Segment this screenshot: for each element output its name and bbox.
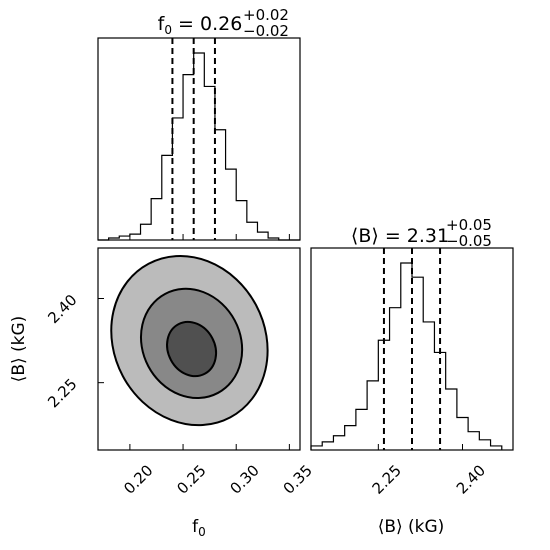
f0-histogram-panel: f0 = 0.26 +0.02 −0.02 — [97, 6, 301, 241]
x-tick-label: 2.40 — [453, 461, 489, 497]
contour-levels — [110, 255, 269, 427]
f0-histogram-frame — [97, 37, 301, 241]
b-histogram-bars — [310, 262, 503, 450]
f0-title-lower-error: −0.02 — [243, 22, 289, 40]
x-tick-label: 0.20 — [120, 461, 156, 497]
y-tick-label: 2.40 — [44, 291, 80, 327]
b-quantile-lines — [382, 248, 442, 450]
x-tick-label: 0.25 — [173, 461, 209, 497]
f0-histogram-ticks — [129, 234, 290, 240]
b-histogram-panel: 2.25 2.40 ⟨B⟩ = 2.31 +0.05 −0.05 ⟨B⟩ (kG) — [310, 216, 514, 537]
y-tick-label: 2.25 — [44, 375, 80, 411]
b-title-upper-error: +0.05 — [446, 216, 492, 234]
contour-inner — [166, 320, 218, 378]
f0-title: f0 = 0.26 — [158, 13, 243, 37]
joint-contour-ticks — [98, 298, 290, 450]
joint-y-axis-label: ⟨B⟩ (kG) — [9, 316, 29, 383]
f0-quantile-lines — [171, 38, 216, 240]
joint-y-tick-labels: 2.25 2.40 — [44, 291, 80, 412]
b-title-lower-error: −0.05 — [446, 232, 492, 250]
joint-x-tick-labels: 0.20 0.25 0.30 0.35 — [120, 461, 316, 497]
b-histogram-ticks — [377, 444, 463, 450]
f0-title-upper-error: +0.02 — [243, 6, 289, 24]
joint-contour-panel: 0.20 0.25 0.30 0.35 2.25 2.40 f0 ⟨B⟩ (kG) — [9, 247, 316, 539]
f0-histogram-bars — [98, 52, 300, 241]
b-x-axis-label: ⟨B⟩ (kG) — [378, 517, 445, 537]
joint-contour-frame — [97, 247, 301, 451]
x-tick-label: 2.25 — [369, 461, 405, 497]
x-tick-label: 0.30 — [227, 461, 263, 497]
b-title: ⟨B⟩ = 2.31 — [351, 225, 449, 247]
joint-x-axis-label: f0 — [192, 517, 206, 539]
b-x-tick-labels: 2.25 2.40 — [369, 461, 490, 497]
x-tick-label: 0.35 — [280, 461, 316, 497]
